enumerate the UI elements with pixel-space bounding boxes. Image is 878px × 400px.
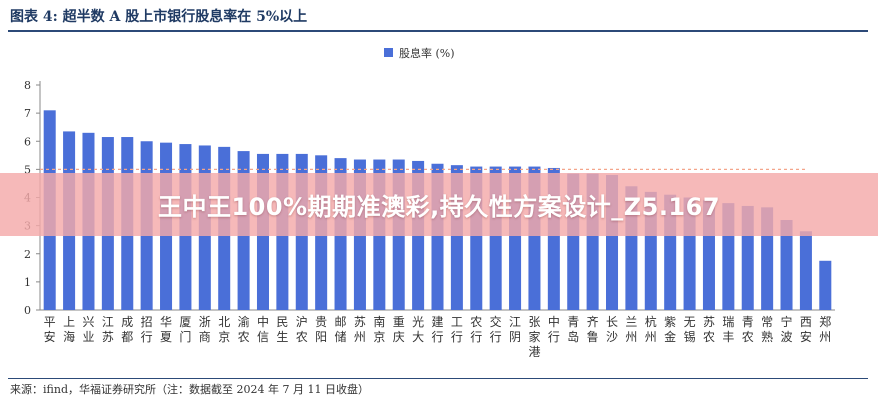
x-tick-label: 重庆 <box>393 315 405 344</box>
x-tick-label: 建行 <box>431 315 443 344</box>
x-tick-label: 北京 <box>218 315 230 344</box>
x-tick-label: 长沙 <box>606 315 618 344</box>
x-tick-label: 张家港 <box>528 315 540 359</box>
overlay-banner-text: 王中王100%期期准澳彩,持久性方案设计_Z5.167 <box>157 193 721 221</box>
y-tick-label: 1 <box>24 276 31 289</box>
y-tick-label: 2 <box>24 248 31 261</box>
legend-swatch <box>384 48 393 57</box>
x-tick-label: 杭州 <box>645 314 657 344</box>
x-tick-label: 苏农 <box>703 315 715 344</box>
y-tick-label: 6 <box>24 135 31 148</box>
x-tick-label: 渝农 <box>238 314 250 344</box>
x-tick-label: 南京 <box>373 314 385 344</box>
y-tick-label: 8 <box>24 79 31 92</box>
x-tick-label: 郑州 <box>819 314 831 344</box>
bar <box>819 260 832 310</box>
x-tick-label: 民生 <box>276 315 288 344</box>
x-tick-label: 成都 <box>121 315 133 344</box>
x-tick-label: 厦门 <box>179 315 191 344</box>
source-divider <box>8 378 868 379</box>
x-tick-label: 招行 <box>141 315 153 344</box>
x-tick-label: 工行 <box>451 315 463 344</box>
x-tick-label: 齐鲁 <box>587 314 599 344</box>
y-tick-label: 7 <box>24 107 31 120</box>
x-tick-label: 邮储 <box>335 315 347 344</box>
bar <box>780 220 793 310</box>
x-tick-label: 江阴 <box>509 315 521 344</box>
x-tick-label: 宁波 <box>781 314 793 344</box>
x-tick-label: 苏州 <box>354 315 366 344</box>
x-tick-label: 沪农 <box>296 315 308 344</box>
x-tick-label: 常熟 <box>761 315 773 344</box>
x-tick-label: 中信 <box>257 314 269 344</box>
x-tick-label: 无锡 <box>684 315 696 344</box>
x-tick-label: 江苏 <box>102 315 114 344</box>
x-tick-label: 浙商 <box>199 315 211 344</box>
title-divider <box>8 30 868 32</box>
x-tick-label: 青岛 <box>567 315 579 344</box>
x-tick-label: 中行 <box>548 314 560 344</box>
x-tick-label: 光大 <box>412 315 424 344</box>
x-tick-label: 兴业 <box>82 315 94 344</box>
x-tick-label: 贵阳 <box>315 315 327 344</box>
figure-title: 图表 4: 超半数 A 股上市银行股息率在 5%以上 <box>10 9 308 25</box>
x-tick-label: 紫金 <box>664 315 676 344</box>
x-tick-label: 华夏 <box>160 315 172 344</box>
x-tick-label: 农行 <box>470 315 482 344</box>
x-tick-label: 瑞丰 <box>722 315 734 344</box>
x-tick-label: 西安 <box>800 315 812 344</box>
x-tick-label: 上海 <box>63 315 75 344</box>
source-note: 来源：ifind，华福证券研究所（注：数据截至 2024 年 7 月 11 日收… <box>10 383 369 396</box>
x-tick-label: 交行 <box>490 314 502 344</box>
x-tick-label: 青农 <box>742 315 754 344</box>
x-tick-label: 兰州 <box>625 315 637 344</box>
y-tick-label: 0 <box>24 304 31 317</box>
legend-label: 股息率 (%) <box>399 46 455 60</box>
overlay-banner: 王中王100%期期准澳彩,持久性方案设计_Z5.167 <box>0 173 878 236</box>
bar <box>799 231 812 310</box>
y-tick-label: 5 <box>24 163 31 176</box>
x-tick-label: 平安 <box>44 315 56 344</box>
